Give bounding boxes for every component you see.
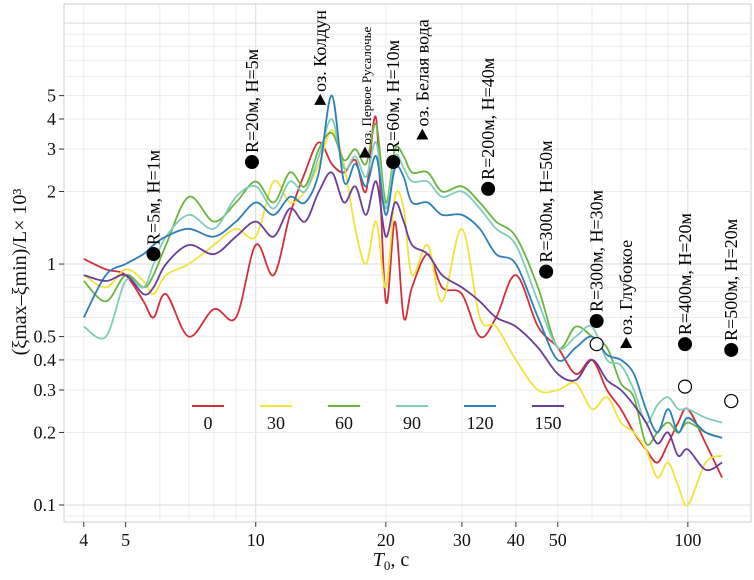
legend-label-60: 60 <box>335 413 353 433</box>
series-line-60 <box>83 123 723 446</box>
open-point-marker <box>589 337 604 352</box>
y-tick-label: 0.2 <box>34 422 57 442</box>
filled-point-marker <box>481 181 496 196</box>
y-tick-label: 0.4 <box>34 350 57 370</box>
x-tick-label: 50 <box>549 530 567 550</box>
y-tick-label: 0.5 <box>34 327 57 347</box>
series-line-90 <box>83 118 723 424</box>
y-axis: 0.1 0.2 0.3 0.4 0.5 1 2 3 4 5 <box>34 86 64 515</box>
point-label: R=60м, H=10м <box>383 40 403 153</box>
lake-triangle-marker <box>416 128 429 140</box>
point-label: R=20м, H=5м <box>242 49 262 153</box>
point-label: R=300м, H=50м <box>536 141 556 263</box>
open-point-marker <box>724 393 739 409</box>
filled-point-marker <box>146 247 161 262</box>
legend-label-0: 0 <box>204 413 213 433</box>
open-point-marker <box>677 379 693 394</box>
lake-label: оз. Первое Русалочье <box>359 26 374 144</box>
point-label: R=400м, H=20м <box>675 213 695 335</box>
point-label: R=5м, H=1м <box>144 150 164 245</box>
legend-label-120: 120 <box>467 413 494 433</box>
x-axis-title-unit: , с <box>390 549 409 571</box>
y-tick-label: 4 <box>47 109 56 129</box>
point-label: R=300м, H=30м <box>587 190 607 312</box>
lake-label: оз. Колдун <box>310 10 330 92</box>
series-line-120 <box>83 94 723 439</box>
series-line-30 <box>83 129 723 507</box>
point-label: R=500м, H=20м <box>721 219 741 341</box>
point-label: R=200м, H=40м <box>478 58 498 180</box>
series-layer <box>83 94 723 507</box>
x-axis: 4 5 10 20 30 40 50 100 <box>79 522 701 550</box>
filled-point-marker <box>589 314 604 329</box>
filled-point-marker <box>386 155 401 170</box>
filled-point-marker <box>724 342 739 357</box>
filled-point-marker <box>539 264 554 279</box>
x-axis-title: T0, с <box>373 549 410 573</box>
y-tick-label: 2 <box>47 182 56 202</box>
annotations: R=5м, H=1м R=20м, H=5м оз. Колдун оз. Перво… <box>144 10 741 409</box>
lake-triangle-marker <box>314 93 327 105</box>
x-tick-label: 40 <box>507 530 525 550</box>
legend-label-30: 30 <box>267 413 285 433</box>
x-axis-title-sub: 0 <box>384 558 391 573</box>
series-line-150 <box>83 171 723 472</box>
y-tick-label: 0.3 <box>34 380 57 400</box>
lake-label: оз. Глубокое <box>616 240 636 335</box>
y-tick-label: 1 <box>47 254 56 274</box>
y-tick-label: 3 <box>47 139 56 159</box>
x-tick-label: 20 <box>377 530 395 550</box>
x-tick-label: 30 <box>453 530 471 550</box>
x-tick-label: 5 <box>121 530 130 550</box>
x-axis-title-main: T <box>373 549 386 571</box>
x-tick-label: 10 <box>247 530 265 550</box>
filled-point-marker <box>244 155 259 170</box>
x-tick-label: 100 <box>674 530 701 550</box>
lake-triangle-marker <box>620 337 633 349</box>
lake-triangle-marker <box>358 146 371 158</box>
filled-point-marker <box>678 337 693 352</box>
legend-label-90: 90 <box>403 413 421 433</box>
y-axis-title: (ξmax–ξmin)/L× 10³ <box>9 189 31 356</box>
series-line-0 <box>83 115 723 478</box>
y-tick-label: 5 <box>47 86 56 106</box>
y-tick-label: 0.1 <box>34 495 57 515</box>
legend: 0 30 60 90 120 150 <box>192 405 564 433</box>
x-tick-label: 4 <box>79 530 88 550</box>
lake-label: оз. Белая вода <box>412 19 432 126</box>
legend-label-150: 150 <box>535 413 562 433</box>
